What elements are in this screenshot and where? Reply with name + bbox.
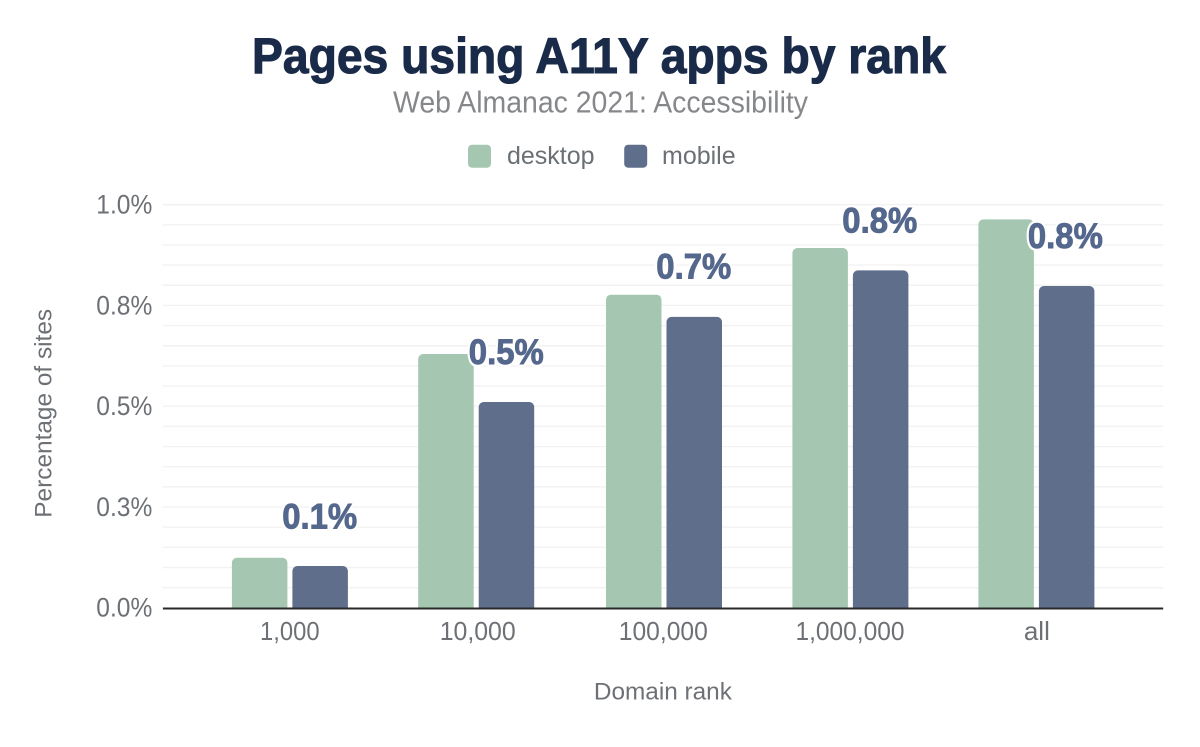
svg-text:0.7%: 0.7% [656,247,731,287]
svg-text:Pages using A11Y apps by rank: Pages using A11Y apps by rank [252,27,947,84]
svg-text:0.0%: 0.0% [96,593,152,623]
svg-text:0.5%: 0.5% [469,332,544,372]
svg-text:0.1%: 0.1% [282,497,357,537]
svg-text:0.8%: 0.8% [1028,216,1103,256]
svg-text:0.8%: 0.8% [1028,216,1103,256]
svg-text:desktop: desktop [507,142,595,170]
svg-text:1.0%: 1.0% [96,190,152,220]
svg-text:0.8%: 0.8% [842,201,917,241]
svg-text:Percentage of sites: Percentage of sites [31,309,58,518]
svg-text:0.3%: 0.3% [96,492,152,522]
svg-text:0.5%: 0.5% [469,332,544,372]
svg-text:0.8%: 0.8% [96,290,152,320]
svg-text:10,000: 10,000 [440,616,516,646]
svg-text:Web Almanac 2021: Accessibilit: Web Almanac 2021: Accessibility [393,85,808,120]
svg-text:100,000: 100,000 [619,616,708,646]
svg-text:0.1%: 0.1% [282,497,357,537]
svg-text:mobile: mobile [662,142,736,170]
svg-text:1,000,000: 1,000,000 [796,616,905,646]
svg-text:0.7%: 0.7% [656,247,731,287]
svg-text:0.5%: 0.5% [96,391,152,421]
svg-text:all: all [1024,616,1050,646]
svg-text:1,000: 1,000 [260,616,320,646]
svg-text:0.8%: 0.8% [842,201,917,241]
svg-text:Domain rank: Domain rank [594,679,733,706]
